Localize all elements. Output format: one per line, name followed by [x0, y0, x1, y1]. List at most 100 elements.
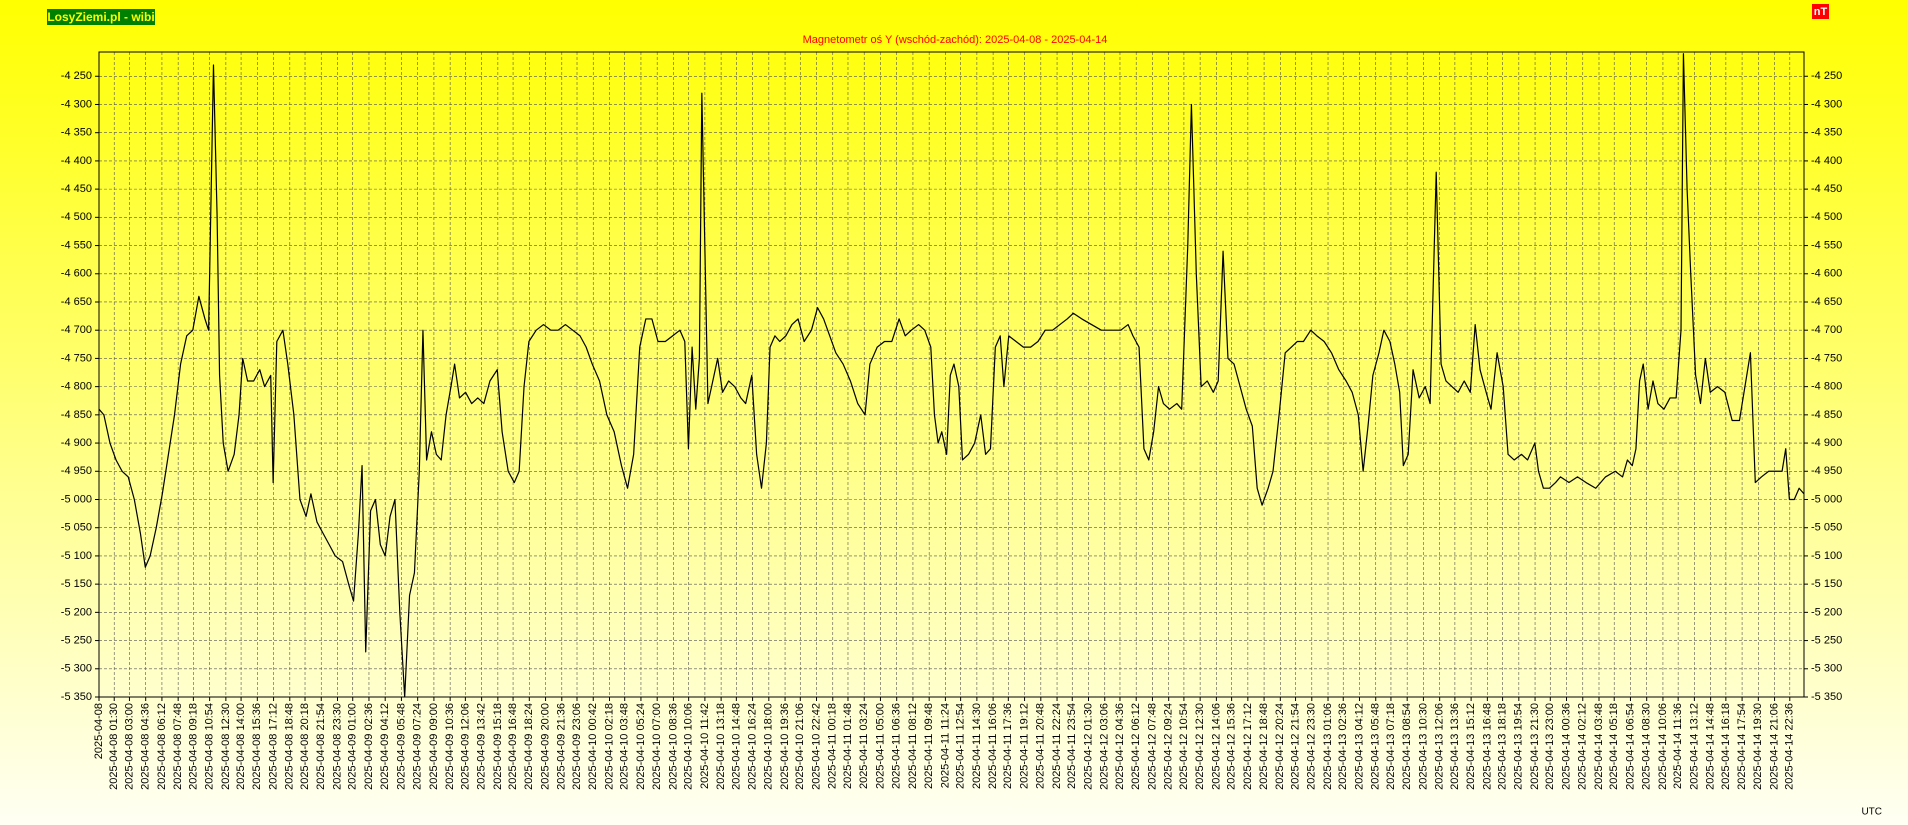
- y2-tick-label: -4 900: [1811, 437, 1842, 449]
- x-tick-label: 2025-04-09 13:42: [476, 703, 488, 790]
- y2-tick-label: -4 550: [1811, 239, 1842, 251]
- y-tick-label: -4 350: [61, 127, 92, 139]
- x-tick-label: 2025-04-09 02:36: [363, 703, 375, 790]
- x-tick-label: 2025-04-13 05:48: [1370, 703, 1382, 790]
- y-tick-label: -4 550: [61, 239, 92, 251]
- x-tick-label: 2025-04-14 21:06: [1768, 703, 1780, 790]
- x-tick-label: 2025-04-09 04:12: [379, 703, 391, 790]
- x-tick-label: 2025-04-14 05:18: [1608, 703, 1620, 790]
- x-tick-label: 2025-04-10 10:06: [683, 703, 695, 790]
- x-tick-label: 2025-04-12 10:54: [1178, 703, 1190, 790]
- y-tick-label: -5 200: [61, 606, 92, 618]
- x-tick-label: 2025-04-13 08:54: [1401, 703, 1413, 790]
- x-tick-label: 2025-04-14 08:30: [1641, 703, 1653, 790]
- x-tick-label: 2025-04-12 09:24: [1163, 703, 1175, 790]
- x-tick-label: 2025-04-11 00:18: [827, 703, 839, 789]
- x-tick-label: 2025-04-13 23:00: [1544, 703, 1556, 790]
- x-tick-label: 2025-04-08 15:36: [251, 703, 263, 790]
- y2-tick-label: -4 800: [1811, 381, 1842, 393]
- x-tick-label: 2025-04-11 16:06: [987, 703, 999, 789]
- y-tick-label: -4 400: [61, 155, 92, 167]
- x-tick-label: 2025-04-10 07:00: [651, 703, 663, 790]
- x-tick-label: 2025-04-08 03:00: [123, 703, 135, 790]
- y-tick-label: -4 500: [61, 211, 92, 223]
- x-tick-label: 2025-04-13 21:30: [1529, 703, 1541, 790]
- x-tick-label: 2025-04-09 09:00: [428, 703, 440, 790]
- y-tick-label: -5 100: [61, 550, 92, 562]
- x-tick-label: 2025-04-14 14:48: [1705, 703, 1717, 790]
- x-tick-label: 2025-04-10 03:48: [619, 703, 631, 790]
- x-tick-label: 2025-04-14 22:36: [1784, 703, 1796, 790]
- x-tick-label: 2025-04-12 23:30: [1306, 703, 1318, 790]
- x-tick-label: 2025-04-10 14:48: [730, 703, 742, 790]
- x-tick-label: 2025-04-13 07:18: [1385, 703, 1397, 790]
- unit-label: nT: [1814, 6, 1828, 18]
- x-tick-label: 2025-04-09 16:48: [507, 703, 519, 790]
- x-tick-label: 2025-04-09 20:00: [539, 703, 551, 790]
- x-tick-label: 2025-04-12 01:30: [1082, 703, 1094, 790]
- y-tick-label: -4 300: [61, 98, 92, 110]
- y2-tick-label: -4 650: [1811, 296, 1842, 308]
- x-tick-label: 2025-04-14 16:18: [1720, 703, 1732, 790]
- x-tick-label: 2025-04-13 13:36: [1449, 703, 1461, 790]
- x-tick-label: 2025-04-11 03:24: [858, 703, 870, 789]
- x-tick-label: 2025-04-08: [93, 703, 105, 759]
- x-tick-label: 2025-04-14 13:12: [1688, 703, 1700, 790]
- x-tick-label: 2025-04-12 17:12: [1242, 703, 1254, 790]
- y-tick-label: -4 650: [61, 296, 92, 308]
- x-axis-label: UTC: [1861, 807, 1882, 818]
- x-tick-label: 2025-04-09 18:24: [523, 703, 535, 790]
- y2-tick-label: -5 250: [1811, 634, 1842, 646]
- x-tick-label: 2025-04-11 19:12: [1018, 703, 1030, 789]
- unit-box: [1812, 4, 1829, 19]
- y-tick-label: -4 900: [61, 437, 92, 449]
- y-tick-label: -5 250: [61, 634, 92, 646]
- badge: LosyZiemi.pl - wibi: [47, 10, 154, 24]
- x-tick-label: 2025-04-14 11:36: [1672, 703, 1684, 789]
- x-tick-label: 2025-04-13 04:12: [1353, 703, 1365, 790]
- x-tick-label: 2025-04-13 02:36: [1337, 703, 1349, 790]
- x-tick-label: 2025-04-14 06:54: [1624, 703, 1636, 790]
- x-tick-label: 2025-04-14 00:36: [1560, 703, 1572, 790]
- x-tick-label: 2025-04-10 13:18: [715, 703, 727, 790]
- y-tick-label: -5 150: [61, 578, 92, 590]
- x-tick-label: 2025-04-11 20:48: [1035, 703, 1047, 789]
- y2-tick-label: -4 350: [1811, 127, 1842, 139]
- x-tick-label: 2025-04-12 12:30: [1194, 703, 1206, 790]
- x-tick-label: 2025-04-12 07:48: [1146, 703, 1158, 790]
- x-tick-label: 2025-04-08 23:30: [331, 703, 343, 790]
- x-tick-label: 2025-04-13 10:30: [1417, 703, 1429, 790]
- x-tick-label: 2025-04-12 14:06: [1210, 703, 1222, 790]
- x-tick-label: 2025-04-11 17:36: [1002, 703, 1014, 789]
- x-tick-label: 2025-04-13 18:18: [1496, 703, 1508, 790]
- data-line: [98, 53, 1805, 698]
- x-tick-label: 2025-04-11 01:48: [842, 703, 854, 789]
- x-tick-label: 2025-04-12 03:06: [1099, 703, 1111, 790]
- y2-tick-label: -5 350: [1811, 691, 1842, 703]
- x-tick-label: 2025-04-09 01:00: [347, 703, 359, 790]
- x-tick-label: 2025-04-12 15:36: [1226, 703, 1238, 790]
- x-tick-label: 2025-04-11 05:00: [874, 703, 886, 789]
- y-tick-label: -5 350: [61, 691, 92, 703]
- y2-tick-label: -4 400: [1811, 155, 1842, 167]
- x-tick-label: 2025-04-12 20:24: [1274, 703, 1286, 790]
- y2-tick-label: -5 300: [1811, 663, 1842, 675]
- y2-tick-label: -5 000: [1811, 493, 1842, 505]
- x-tick-label: 2025-04-10 11:42: [699, 703, 711, 789]
- x-tick-label: 2025-04-09 23:06: [571, 703, 583, 790]
- y-tick-label: -4 800: [61, 381, 92, 393]
- x-tick-label: 2025-04-11 23:54: [1066, 703, 1078, 789]
- x-tick-label: 2025-04-08 06:12: [156, 703, 168, 790]
- y2-tick-label: -4 600: [1811, 268, 1842, 280]
- y2-tick-label: -4 850: [1811, 409, 1842, 421]
- x-tick-label: 2025-04-09 15:18: [492, 703, 504, 790]
- x-tick-label: 2025-04-08 20:18: [299, 703, 311, 790]
- x-tick-label: 2025-04-11 08:12: [907, 703, 919, 789]
- badge-box: [47, 9, 155, 25]
- x-tick-label: 2025-04-08 07:48: [172, 703, 184, 790]
- y2-tick-label: -4 500: [1811, 211, 1842, 223]
- x-tick-label: 2025-04-10 05:24: [635, 703, 647, 790]
- x-tick-label: 2025-04-08 10:54: [204, 703, 216, 790]
